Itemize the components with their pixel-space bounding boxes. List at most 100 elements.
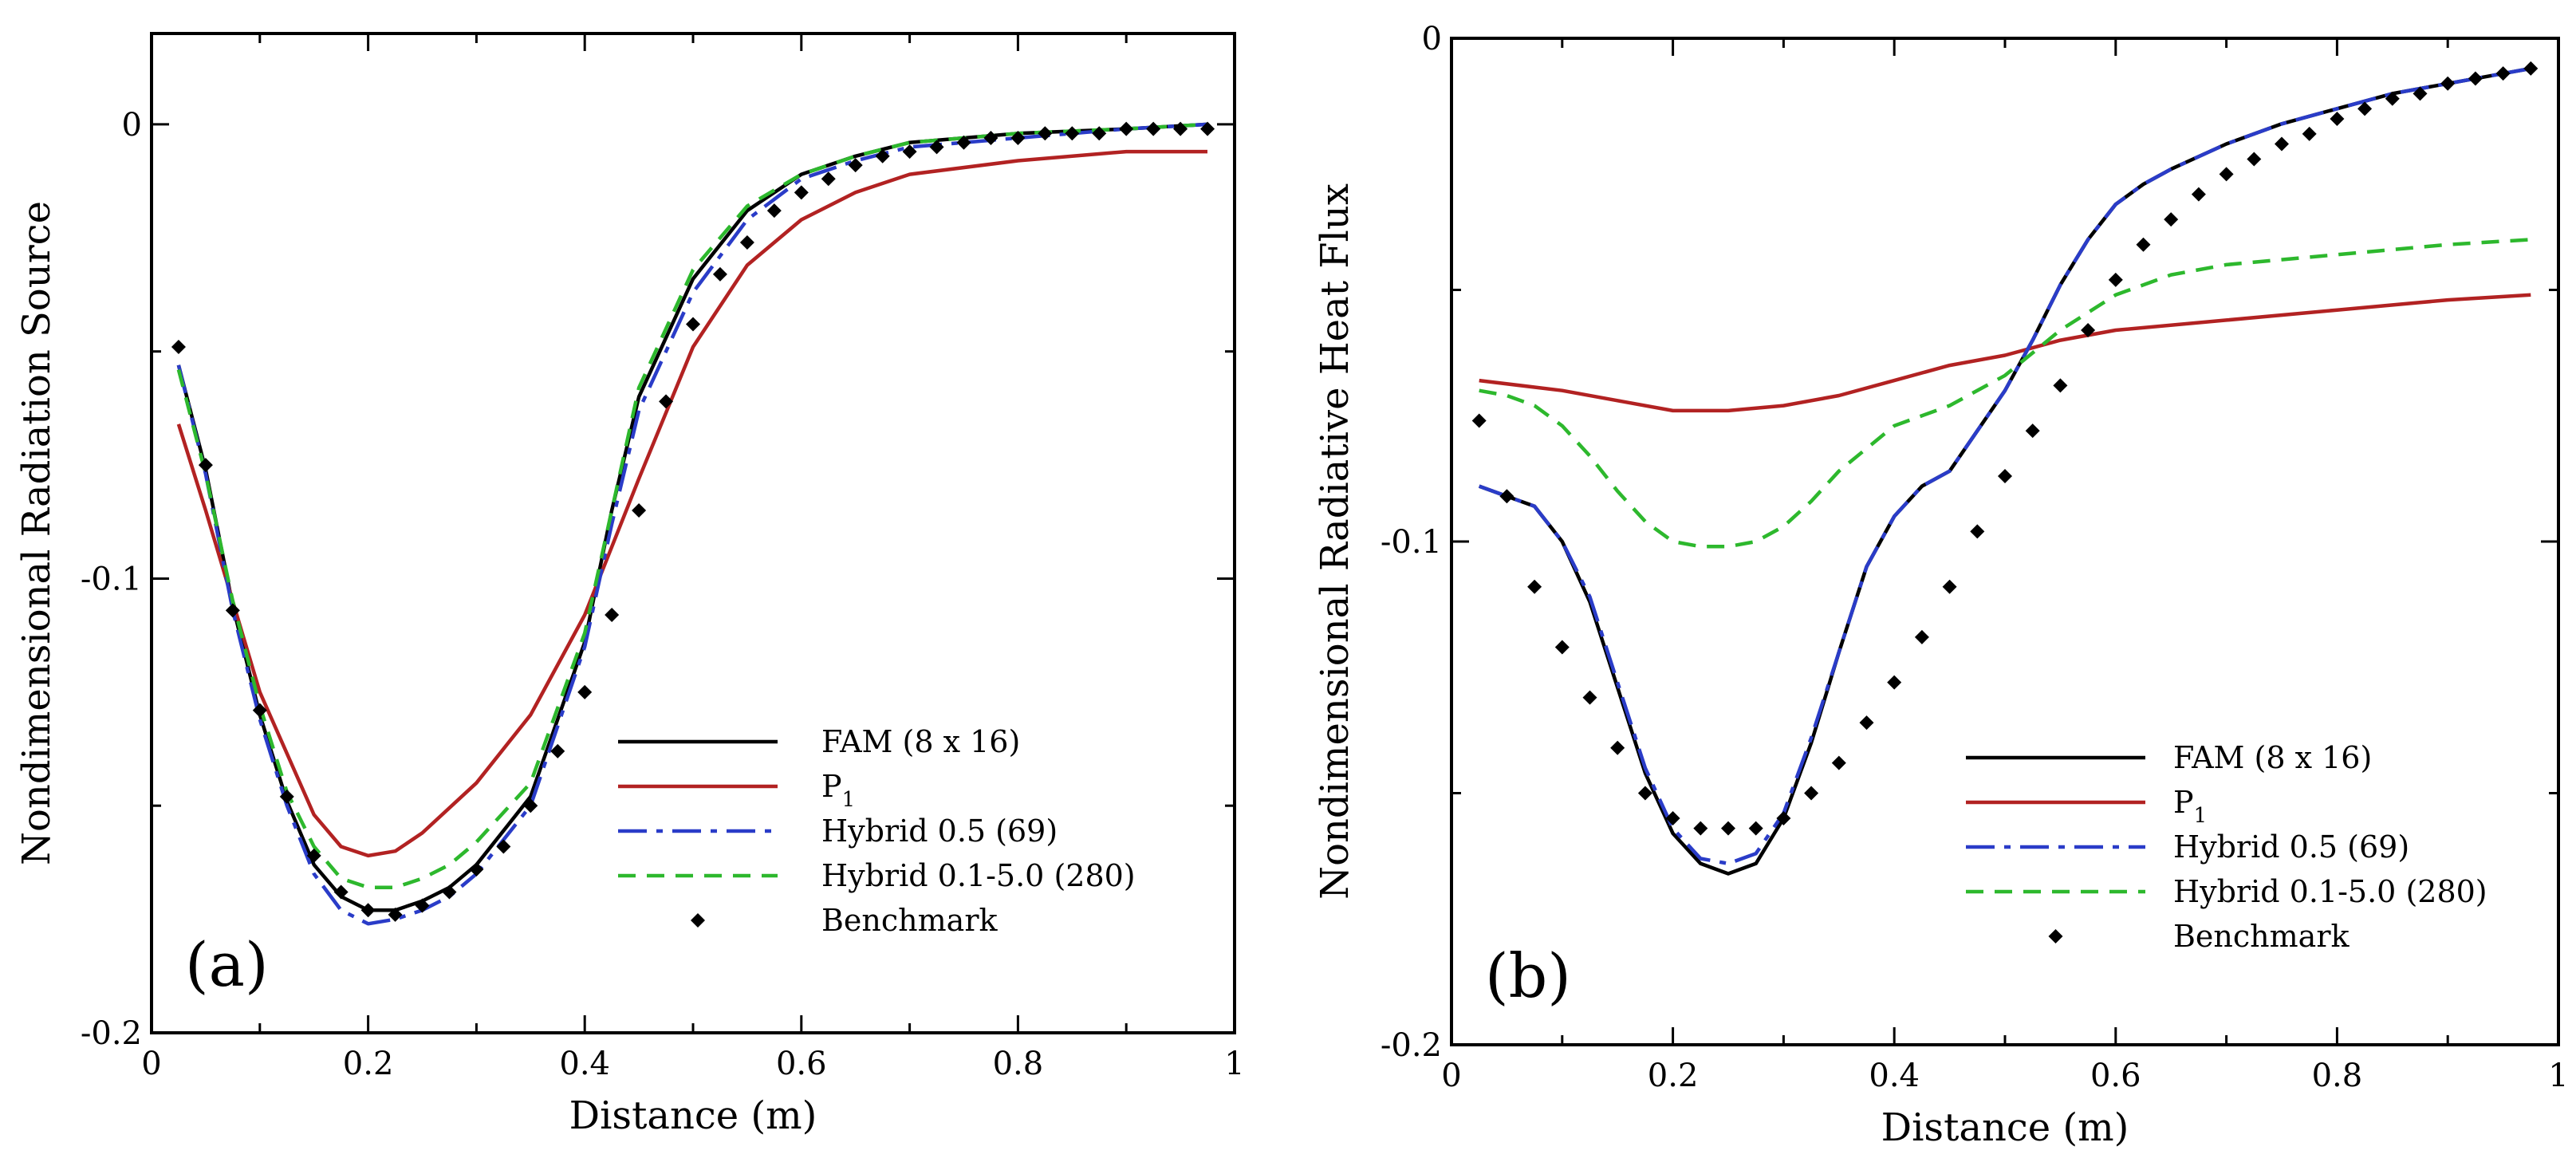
panel-a-benchmark-point <box>1065 126 1080 141</box>
panel-a-benchmark-point <box>469 861 484 876</box>
panel-a-x-tick-label: 0.6 <box>776 1046 827 1082</box>
panel-a-benchmark-point <box>875 148 890 163</box>
panel-a-benchmark-point <box>388 907 403 922</box>
panel-a-x-tick-label: 0.4 <box>559 1046 610 1082</box>
panel-b-benchmark-point <box>1748 821 1763 836</box>
panel-a-legend-label: Hybrid 0.1-5.0 (280) <box>821 858 1136 893</box>
panel-a-legend-label: P1 <box>821 769 855 812</box>
panel-a-series-hybrid-0-5-69-line <box>176 122 1208 926</box>
panel-a-benchmark-point <box>929 140 944 155</box>
panel-b-label: (b) <box>1485 940 1571 1011</box>
panel-b-benchmark-point <box>1693 821 1708 836</box>
panel-a-x-tick-label: 1 <box>1224 1046 1244 1082</box>
panel-b-legend-marker-benchmark <box>2048 929 2063 943</box>
panel-a-x-tick-label: 0 <box>141 1046 161 1082</box>
panel-b-benchmark-point <box>1998 468 2012 483</box>
panel-b-benchmark-point <box>1665 811 1680 826</box>
panel-b-benchmark-point <box>1582 690 1597 705</box>
panel-a-y-tick-label: -0.2 <box>81 1015 142 1052</box>
panel-b-x-tick-label: 0 <box>1441 1058 1461 1094</box>
panel-b-benchmark-point <box>2025 423 2040 439</box>
panel-a-benchmark-point <box>279 789 294 804</box>
panel-b: 0 0.2 0.4 0.6 0.8 1 -0.2 -0.1 0 Distance (m) Non… <box>1313 21 2569 1150</box>
panel-b-x-tick-label: 1 <box>2548 1058 2568 1094</box>
panel-a-legend-marker-benchmark <box>691 913 705 928</box>
panel-b-benchmark-point <box>1610 740 1625 755</box>
panel-a-benchmark-point <box>902 144 917 160</box>
panel-b-x-tick-label: 0.8 <box>2312 1058 2363 1094</box>
panel-b-x-axis-title: Distance (m) <box>1881 1105 2129 1150</box>
panel-b-benchmark-point <box>1776 811 1791 826</box>
panel-a-x-axis-title: Distance (m) <box>569 1093 817 1138</box>
panel-a-benchmark-point <box>225 603 240 618</box>
panel-b-y-axis-title: Nondimensional Radiative Heat Flux <box>1313 183 1357 900</box>
panel-a-benchmark-point <box>712 266 727 282</box>
panel-b-legend-label: P1 <box>2173 785 2207 828</box>
panel-a-benchmark-point <box>171 339 186 354</box>
panel-b-y-tick-label: -0.1 <box>1381 524 1442 561</box>
panel-a-benchmark-point <box>415 898 430 913</box>
panel-a-benchmark-point <box>605 608 620 623</box>
panel-b-benchmark-point <box>1499 489 1514 504</box>
panel-b-benchmark-point <box>2357 101 2373 116</box>
panel-b-legend-label: FAM (8 x 16) <box>2173 740 2372 775</box>
panel-a-series-fam-8-x-16-line <box>176 122 1208 912</box>
panel-a-legend-label: Benchmark <box>821 903 998 938</box>
panel-a-benchmark-point <box>1119 121 1134 136</box>
panel-a-benchmark-point <box>956 135 971 150</box>
panel-b-benchmark-point <box>1637 786 1652 801</box>
panel-a-y-tick-label: -0.1 <box>81 561 142 597</box>
panel-b-benchmark-point <box>2081 322 2096 337</box>
panel-b-benchmark-point <box>2136 237 2151 252</box>
panel-a-benchmark-point <box>848 158 863 173</box>
panel-a-benchmark-point <box>632 503 647 518</box>
panel-b-x-tick-label: 0.6 <box>2090 1058 2141 1094</box>
panel-b-benchmark-point <box>1527 579 1542 594</box>
panel-a-benchmark-point <box>686 317 700 332</box>
panel-b-benchmark-point <box>2108 272 2123 287</box>
panel-b-legend-label: Benchmark <box>2173 919 2350 954</box>
panel-a-label: (a) <box>185 929 269 1000</box>
panel-b-benchmark-point <box>2523 61 2539 76</box>
panel-a-benchmark-point <box>821 171 836 187</box>
panel-a-benchmark-point <box>550 743 565 758</box>
panel-b-benchmark-point <box>2191 187 2206 202</box>
panel-a-benchmark-point <box>1200 121 1215 136</box>
panel-a-benchmark-point <box>739 234 754 250</box>
panel-a-legend-label: FAM (8 x 16) <box>821 724 1020 759</box>
panel-b-benchmark-point <box>2247 152 2262 167</box>
panel-a-benchmark-point <box>766 203 782 219</box>
panel-a: 0 0.2 0.4 0.6 0.8 1 -0.2 -0.1 0 Distance (m) Non… <box>14 32 1245 1138</box>
panel-a-series-p1-line <box>176 149 1207 858</box>
panel-b-y-tick-label: 0 <box>1422 21 1442 57</box>
panel-b-benchmark-point <box>1721 821 1735 836</box>
panel-b-x-tick-label: 0.2 <box>1648 1058 1699 1094</box>
panel-a-series-hybrid-0-1-5-0-280-line <box>176 122 1208 889</box>
panel-b-series-hybrid-0-5-69-line <box>1478 66 2531 866</box>
panel-b-benchmark-point <box>2219 167 2234 182</box>
panel-b-benchmark-point <box>2468 71 2483 86</box>
panel-b-benchmark-point <box>2164 212 2179 227</box>
panel-a-benchmark-point <box>306 848 321 863</box>
panel-b-benchmark-point <box>2413 86 2428 101</box>
panel-a-benchmark-point <box>983 130 998 145</box>
panel-a-x-tick-label: 0.8 <box>993 1046 1044 1082</box>
panel-b-benchmark-point <box>2302 126 2317 141</box>
panel-a-benchmark-point <box>1173 121 1188 136</box>
panel-b-series-p1-line <box>1479 293 2531 413</box>
panel-b-benchmark-point <box>1942 579 1957 594</box>
panel-b-y-tick-label: -0.2 <box>1381 1027 1442 1064</box>
panel-a-benchmark-point <box>252 703 267 718</box>
panel-b-benchmark-point <box>2330 111 2345 126</box>
panel-a-benchmark-point <box>523 798 538 813</box>
panel-b-benchmark-point <box>2440 76 2456 91</box>
panel-b-benchmark-point <box>2053 378 2068 393</box>
panel-b-benchmark-point <box>2275 136 2289 152</box>
panel-b-series-benchmark <box>1471 61 2539 836</box>
panel-a-x-tick-label: 0.2 <box>343 1046 394 1082</box>
panel-a-benchmark-point <box>1010 130 1026 145</box>
panel-b-benchmark-point <box>1831 755 1846 770</box>
